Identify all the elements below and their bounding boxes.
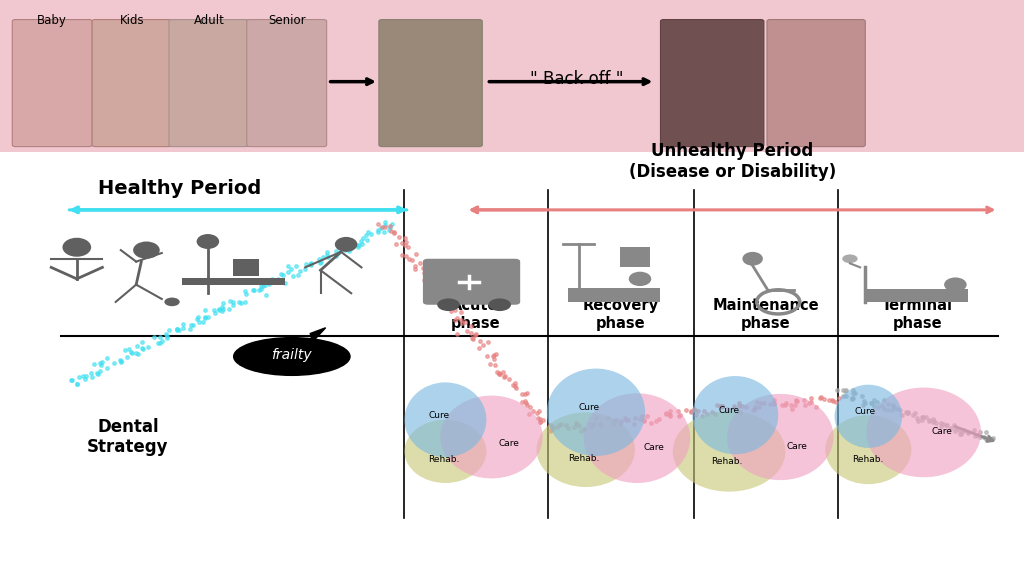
Text: Care: Care [786, 442, 807, 451]
Bar [620, 247, 650, 267]
Text: Care: Care [499, 439, 519, 448]
Ellipse shape [835, 385, 902, 448]
Ellipse shape [584, 393, 690, 483]
Ellipse shape [742, 252, 763, 266]
Bar [865, 289, 968, 302]
FancyBboxPatch shape [92, 20, 172, 147]
Ellipse shape [944, 277, 967, 292]
Ellipse shape [843, 254, 858, 263]
Text: Acute
phase: Acute phase [451, 298, 500, 331]
Text: Care: Care [932, 427, 952, 436]
Ellipse shape [629, 272, 651, 286]
FancyBboxPatch shape [660, 20, 764, 147]
Ellipse shape [197, 234, 219, 249]
Text: Healthy Period: Healthy Period [97, 179, 261, 198]
Ellipse shape [232, 337, 350, 376]
Bar [0, 0, 1024, 152]
Text: Cure: Cure [854, 407, 876, 416]
Text: " Back off ": " Back off " [529, 70, 624, 89]
Bar [233, 259, 259, 276]
Ellipse shape [440, 396, 543, 478]
FancyBboxPatch shape [767, 20, 865, 147]
Text: Rehab.: Rehab. [428, 455, 460, 465]
Ellipse shape [547, 369, 645, 456]
Ellipse shape [537, 412, 635, 487]
Ellipse shape [692, 376, 778, 454]
Ellipse shape [335, 237, 357, 252]
Ellipse shape [866, 388, 981, 477]
Text: frailty: frailty [271, 348, 312, 362]
Text: Care: Care [643, 443, 664, 452]
Text: Rehab.: Rehab. [711, 457, 742, 466]
Text: Adult: Adult [194, 14, 224, 28]
Ellipse shape [488, 298, 511, 311]
Ellipse shape [825, 415, 911, 484]
Text: Rehab.: Rehab. [852, 455, 884, 465]
Polygon shape [310, 328, 326, 342]
Ellipse shape [404, 382, 486, 457]
Ellipse shape [673, 411, 785, 492]
Text: Kids: Kids [120, 14, 144, 28]
Ellipse shape [404, 420, 486, 483]
FancyBboxPatch shape [12, 20, 92, 147]
Text: Recovery
phase: Recovery phase [583, 298, 658, 331]
Text: Cure: Cure [428, 411, 450, 420]
FancyBboxPatch shape [169, 20, 249, 147]
Ellipse shape [164, 298, 180, 306]
Text: Cure: Cure [579, 402, 600, 412]
FancyBboxPatch shape [423, 259, 520, 305]
Text: Baby: Baby [37, 14, 68, 28]
Ellipse shape [727, 394, 834, 480]
Bar [568, 288, 660, 302]
Ellipse shape [62, 237, 91, 256]
Text: Senior: Senior [268, 14, 305, 28]
Ellipse shape [437, 298, 460, 311]
FancyBboxPatch shape [247, 20, 327, 147]
Text: Dental
Strategy: Dental Strategy [87, 417, 169, 457]
Text: Cure: Cure [719, 406, 740, 415]
FancyBboxPatch shape [379, 20, 482, 147]
Text: Terminal
phase: Terminal phase [882, 298, 953, 331]
Ellipse shape [133, 242, 160, 259]
Text: Rehab.: Rehab. [568, 454, 600, 463]
Bar [182, 278, 285, 285]
Text: Unhealthy Period
(Disease or Disability): Unhealthy Period (Disease or Disability) [629, 143, 836, 181]
Text: Maintenance
phase: Maintenance phase [713, 298, 819, 331]
